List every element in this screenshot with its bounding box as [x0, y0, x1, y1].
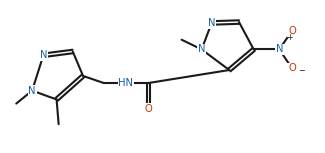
Text: O: O [288, 63, 296, 73]
Text: +: + [286, 33, 292, 42]
Text: N: N [198, 44, 205, 54]
Text: −: − [298, 66, 305, 75]
Text: N: N [208, 18, 215, 28]
Text: N: N [276, 44, 283, 54]
Text: O: O [145, 104, 152, 114]
Text: N: N [28, 86, 36, 96]
Text: N: N [40, 50, 47, 60]
Text: O: O [288, 26, 296, 36]
Text: HN: HN [118, 78, 133, 88]
